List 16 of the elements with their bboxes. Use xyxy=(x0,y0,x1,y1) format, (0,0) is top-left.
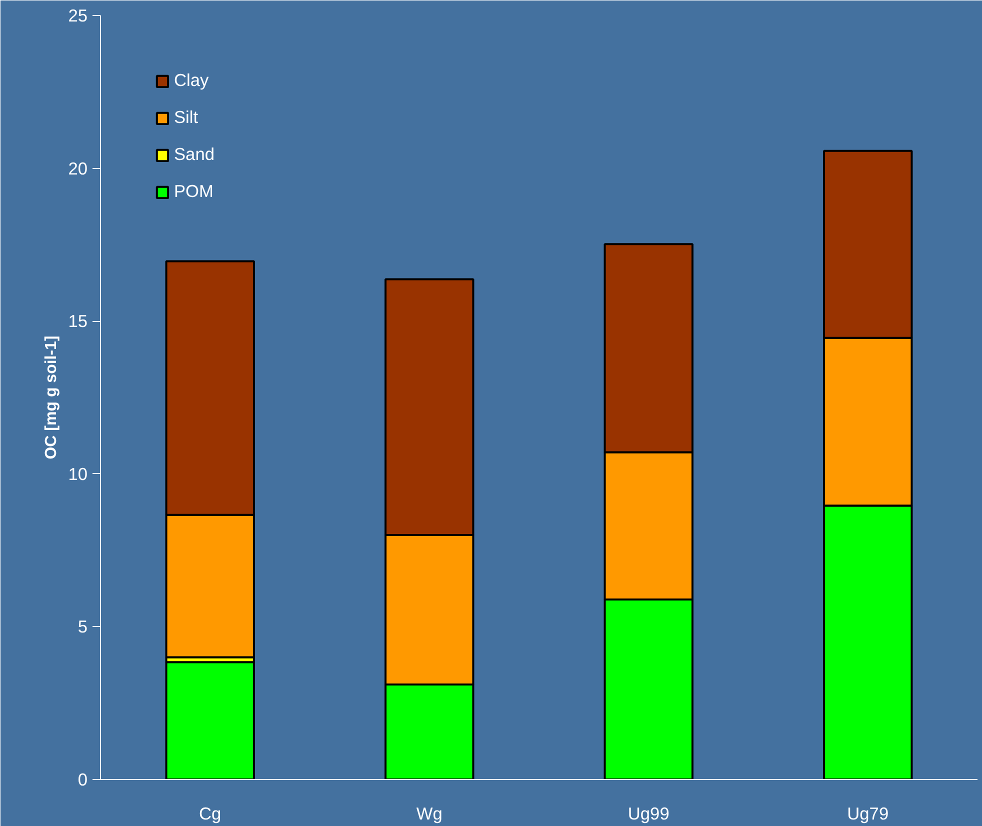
legend-label: Sand xyxy=(174,144,214,165)
legend-label: POM xyxy=(174,181,214,202)
y-tick-label: 0 xyxy=(78,770,88,790)
x-tick-label: Cg xyxy=(199,804,222,824)
y-tick-label: 25 xyxy=(68,6,88,26)
y-tick-label: 10 xyxy=(68,464,88,484)
x-tick-label: Ug79 xyxy=(847,804,889,824)
x-tick-label: Ug99 xyxy=(628,804,670,824)
y-axis-title: OC [mg g soil-1] xyxy=(43,336,60,460)
y-tick-label: 5 xyxy=(78,616,88,637)
legend-label: Clay xyxy=(174,70,209,91)
y-tick-label: 20 xyxy=(68,158,88,178)
x-tick-label: Wg xyxy=(416,804,442,824)
legend-label: Silt xyxy=(174,107,198,128)
bar xyxy=(165,661,255,780)
y-tick-label: 15 xyxy=(68,311,88,332)
